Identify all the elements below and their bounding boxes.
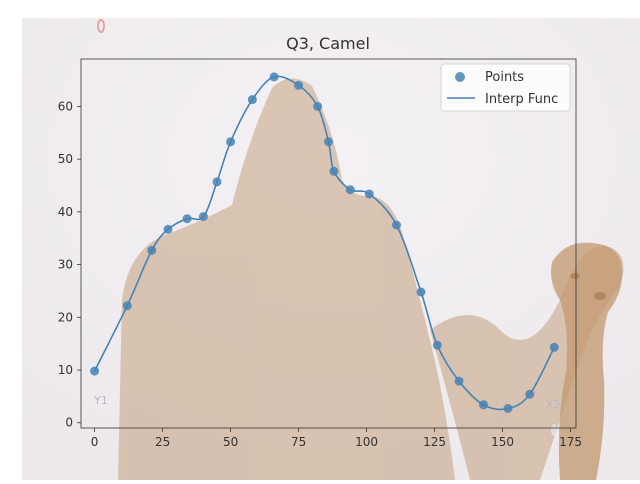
legend-interp-label: Interp Func [485, 92, 558, 107]
y-tick-label: 50 [58, 152, 73, 166]
y-tick-label: 20 [58, 310, 73, 324]
annotation-x2: X2 [546, 398, 561, 411]
y-tick-label: 10 [58, 363, 73, 377]
data-point [269, 72, 279, 82]
legend-box [440, 63, 571, 112]
data-point [479, 400, 489, 410]
data-point [503, 403, 513, 413]
x-tick-label: 150 [491, 435, 514, 449]
y-tick-label: 40 [58, 205, 73, 219]
data-point [391, 220, 401, 230]
data-point [163, 224, 173, 234]
data-point [416, 287, 426, 297]
data-point [324, 137, 333, 147]
x-tick-label: 75 [291, 435, 306, 449]
points-series [90, 72, 559, 413]
data-point [212, 177, 222, 187]
annotation-y1: Y1 [93, 394, 108, 407]
y-tick-label: 60 [58, 99, 73, 113]
legend-points-marker [455, 72, 465, 82]
data-point [198, 212, 208, 222]
data-point [247, 95, 257, 105]
data-point [454, 376, 464, 386]
data-point [226, 137, 236, 147]
data-point [549, 342, 559, 352]
data-point [147, 245, 157, 255]
data-point [525, 389, 535, 399]
data-point [364, 189, 374, 199]
data-point [345, 185, 355, 195]
x-tick-label: 25 [155, 435, 170, 449]
legend: Points Interp Func [440, 63, 571, 112]
chart-title: Q3, Camel [286, 34, 370, 53]
data-point [182, 214, 192, 224]
x-tick-label: 175 [559, 435, 582, 449]
x-tick-label: 0 [91, 435, 99, 449]
data-point [90, 366, 100, 376]
x-tick-label: 100 [355, 435, 378, 449]
y-tick-label: 30 [58, 258, 73, 272]
y-axis: 0 10 20 30 40 50 60 [58, 99, 81, 430]
legend-points-label: Points [485, 70, 524, 85]
x-tick-label: 50 [223, 435, 238, 449]
data-point [122, 301, 132, 311]
data-point [329, 166, 339, 176]
data-point [432, 340, 442, 350]
y-tick-label: 0 [65, 416, 73, 430]
plot-frame [80, 58, 577, 429]
x-axis: 0 25 50 75 100 125 150 175 [91, 428, 582, 449]
x-tick-label: 125 [423, 435, 446, 449]
data-point [294, 80, 304, 90]
data-point [313, 101, 323, 111]
